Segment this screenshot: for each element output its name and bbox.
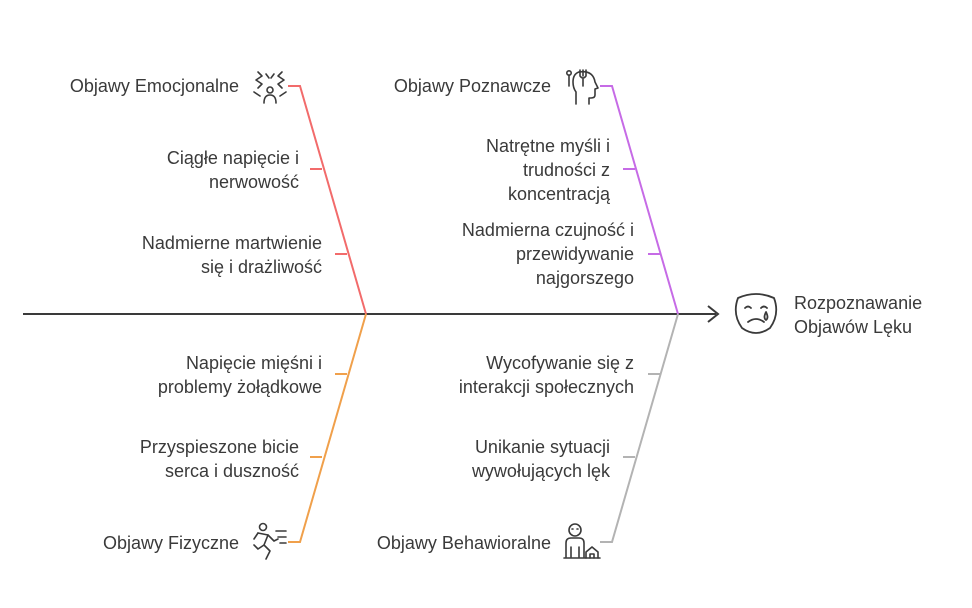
- spine-arrowhead: [707, 305, 720, 323]
- category-title-emotional: Objawy Emocjonalne: [69, 76, 239, 96]
- category-title-behavioral: Objawy Behawioralne: [376, 533, 551, 553]
- cause-line: Ciągłe napięcie i: [166, 148, 299, 168]
- category-title-cognitive: Objawy Poznawcze: [393, 76, 551, 96]
- cause-line: nerwowość: [208, 172, 299, 192]
- category-title-physical: Objawy Fizyczne: [102, 533, 239, 553]
- result-label: Rozpoznawanie Objawów Lęku: [794, 291, 922, 339]
- cause-line: Wycofywanie się z: [486, 353, 634, 373]
- cause-line: przewidywanie: [515, 244, 634, 264]
- head-thoughts-icon: [565, 69, 599, 105]
- cause-line: Nadmierna czujność i: [461, 220, 634, 240]
- cause-line: najgorszego: [535, 268, 634, 288]
- cause-line: Natrętne myśli i: [485, 136, 610, 156]
- cause-line: się i drażliwość: [200, 257, 322, 277]
- bone-cognitive: [600, 85, 679, 315]
- cause-physical-2: Przyspieszone bicie serca i duszność: [140, 435, 299, 483]
- stress-person-icon: [253, 71, 287, 104]
- bone-emotional: [288, 85, 367, 315]
- cause-physical-1: Napięcie mięśni i problemy żołądkowe: [158, 351, 322, 399]
- cause-cognitive-2: Nadmierna czujność i przewidywanie najgo…: [462, 218, 634, 290]
- cause-line: trudności z: [522, 160, 610, 180]
- cause-emotional-1: Ciągłe napięcie i nerwowość: [167, 146, 299, 194]
- running-person-icon: [253, 522, 287, 560]
- cause-line: koncentracją: [507, 184, 610, 204]
- cause-behavioral-2: Unikanie sytuacji wywołujących lęk: [472, 435, 610, 483]
- crying-mask-icon: [734, 293, 778, 334]
- bone-physical: [288, 313, 367, 543]
- cause-line: serca i duszność: [164, 461, 299, 481]
- cause-line: Nadmierne martwienie: [141, 233, 322, 253]
- cause-behavioral-1: Wycofywanie się z interakcji społecznych: [459, 351, 634, 399]
- cause-line: wywołujących lęk: [471, 461, 610, 481]
- bone-behavioral: [600, 313, 679, 543]
- person-home-icon: [563, 523, 601, 559]
- cause-line: interakcji społecznych: [458, 377, 634, 397]
- cause-line: Przyspieszone bicie: [139, 437, 299, 457]
- cause-emotional-2: Nadmierne martwienie się i drażliwość: [142, 231, 322, 279]
- result-label-line: Rozpoznawanie: [794, 293, 923, 313]
- result-label-line: Objawów Lęku: [794, 317, 913, 337]
- cause-line: Napięcie mięśni i: [185, 353, 322, 373]
- cause-cognitive-1: Natrętne myśli i trudności z koncentracj…: [486, 134, 610, 206]
- cause-line: Unikanie sytuacji: [474, 437, 610, 457]
- cause-line: problemy żołądkowe: [157, 377, 322, 397]
